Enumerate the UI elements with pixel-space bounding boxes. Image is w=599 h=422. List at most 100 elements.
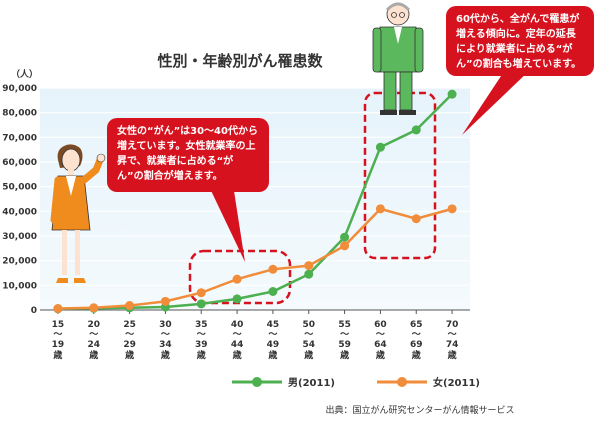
svg-text:69: 69 [410,340,423,350]
data-point-series-1 [447,204,457,214]
x-tick-label: 25〜29歳 [123,320,136,361]
data-point-series-1 [375,204,385,214]
svg-text:54: 54 [302,340,315,350]
source-note: 出典：国立がん研究センターがん情報サービス [325,404,514,416]
svg-text:60: 60 [374,320,387,330]
svg-text:〜: 〜 [161,330,170,340]
svg-text:歳: 歳 [88,349,98,361]
y-tick-label: 50,000 [2,183,37,193]
data-point-series-1 [268,264,278,274]
x-tick-label: 35〜39歳 [195,320,208,361]
y-axis-unit: （人） [11,68,38,80]
data-point-series-1 [160,296,170,306]
data-point-series-0 [196,299,206,309]
x-tick-label: 55〜59歳 [338,320,351,361]
legend-male-marker [252,377,262,387]
data-point-series-0 [447,89,457,99]
legend: 男(2011) 女(2011) [232,376,480,389]
svg-text:〜: 〜 [448,330,457,340]
chart-title: 性別・年齢別がん罹患数 [157,52,323,70]
y-tick-label: 10,000 [2,281,37,291]
svg-text:35: 35 [195,320,208,330]
x-tick-label: 60〜64歳 [374,320,387,361]
series-line-1 [57,207,453,310]
x-tick-label: 45〜49歳 [267,320,280,361]
data-point-series-1 [411,214,421,224]
svg-text:59: 59 [338,340,351,350]
svg-text:歳: 歳 [267,349,277,361]
y-tick-label: 20,000 [2,257,37,267]
svg-text:歳: 歳 [411,349,421,361]
data-point-series-1 [89,303,99,313]
svg-text:74: 74 [446,340,459,350]
svg-text:〜: 〜 [412,330,421,340]
y-axis-ticks: 0 10,000 20,000 30,000 40,000 50,000 60,000 70,… [2,84,37,316]
svg-text:歳: 歳 [447,349,457,361]
svg-text:49: 49 [267,340,280,350]
data-point-series-1 [304,261,314,271]
male-callout: 60代から、全がんで罹患が増える傾向に。定年の延長により就業者に占める“がん”の… [446,6,594,76]
data-point-series-0 [375,142,385,152]
y-tick-label: 70,000 [2,133,37,143]
svg-text:歳: 歳 [375,349,385,361]
svg-text:34: 34 [159,340,172,350]
y-tick-label: 30,000 [2,232,37,242]
svg-text:〜: 〜 [304,330,313,340]
svg-text:20: 20 [87,320,100,330]
svg-text:15: 15 [52,320,65,330]
svg-text:30: 30 [159,320,172,330]
series-line-0 [57,93,453,311]
x-tick-label: 65〜69歳 [410,320,423,361]
data-point-series-1 [196,288,206,298]
svg-text:50: 50 [302,320,315,330]
y-tick-label: 40,000 [2,207,37,217]
svg-text:歳: 歳 [303,349,313,361]
svg-text:25: 25 [123,320,136,330]
legend-female-marker [397,377,407,387]
data-point-series-0 [304,269,314,279]
data-point-series-0 [340,232,350,242]
y-tick-label: 60,000 [2,158,37,168]
legend-female-label: 女(2011) [433,376,480,389]
data-point-series-1 [53,304,63,314]
x-tick-label: 40〜44歳 [231,320,244,361]
svg-text:歳: 歳 [52,349,62,361]
svg-text:〜: 〜 [89,330,98,340]
svg-text:55: 55 [338,320,351,330]
svg-text:歳: 歳 [160,349,170,361]
svg-text:〜: 〜 [340,330,349,340]
x-tick-label: 50〜54歳 [302,320,315,361]
male-callout-pointer [462,70,530,135]
x-tick-label: 15〜19歳 [52,320,65,361]
svg-text:〜: 〜 [268,330,277,340]
svg-text:70: 70 [446,320,459,330]
svg-text:歳: 歳 [232,349,242,361]
svg-text:〜: 〜 [376,330,385,340]
svg-text:歳: 歳 [196,349,206,361]
y-tick-label: 80,000 [2,109,37,119]
businesswoman-illustration [50,144,106,283]
svg-text:40: 40 [231,320,244,330]
y-tick-label: 0 [31,306,37,316]
svg-text:24: 24 [87,340,100,350]
y-tick-label: 90,000 [2,84,37,94]
svg-text:45: 45 [267,320,280,330]
data-point-series-1 [340,241,350,251]
svg-text:〜: 〜 [197,330,206,340]
x-tick-label: 20〜24歳 [87,320,100,361]
svg-text:〜: 〜 [53,330,62,340]
svg-text:29: 29 [123,340,136,350]
legend-male-label: 男(2011) [288,377,335,389]
data-point-series-1 [125,301,135,311]
female-callout: 女性の“がん”は30〜40代から増えています。女性就業率の上昇で、就業者に占める… [107,118,269,192]
data-point-series-0 [232,294,242,304]
data-point-series-0 [411,125,421,135]
svg-text:39: 39 [195,340,208,350]
svg-text:19: 19 [52,340,65,350]
svg-text:64: 64 [374,340,387,350]
data-point-series-0 [268,287,278,296]
svg-text:44: 44 [231,340,244,350]
svg-text:〜: 〜 [233,330,242,340]
x-axis-ticks: 15〜19歳20〜24歳25〜29歳30〜34歳35〜39歳40〜44歳45〜4… [52,310,459,361]
svg-text:65: 65 [410,320,423,330]
